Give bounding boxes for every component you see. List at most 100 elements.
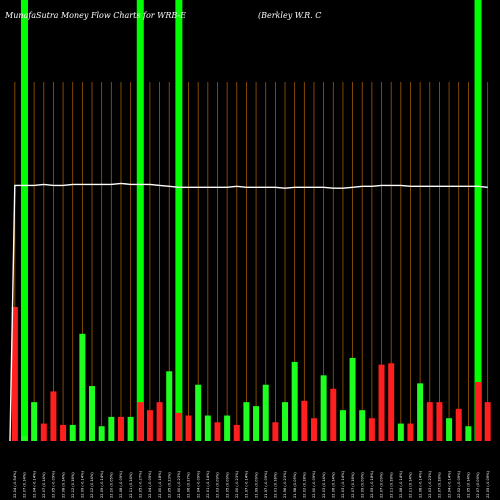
x-tick-label: 22.05 (0.23%) <box>167 472 171 498</box>
highlight-bar <box>20 0 28 441</box>
volume-bar <box>127 416 134 441</box>
x-tick-label: 22.07 (0.14%) <box>23 472 27 498</box>
x-tick-label: 22.03 (0.14%) <box>322 472 326 498</box>
x-tick-label: 22.09 (0.09%) <box>360 472 364 498</box>
x-tick-label: 22.04 (-0.14%) <box>447 470 451 498</box>
volume-bar <box>310 418 317 441</box>
volume-bar <box>69 424 76 441</box>
volume-bar <box>253 406 260 441</box>
x-tick-label: 21.96 (-0.23%) <box>283 470 287 498</box>
volume-bar <box>224 415 231 441</box>
volume-bar <box>426 402 433 441</box>
volume-bar <box>407 423 414 441</box>
volume-bar <box>368 418 375 441</box>
x-tick-label: 22.08 (-0.09%) <box>119 470 123 498</box>
x-tick-label: 22.09 (-0.14%) <box>81 470 85 498</box>
volume-bar <box>214 422 221 441</box>
volume-bar <box>11 307 18 441</box>
x-tick-label: 22.10 (0.05%) <box>110 472 114 498</box>
chart-subtitle: (Berkley W.R. C <box>258 11 321 20</box>
volume-bar <box>465 426 472 441</box>
volume-bar <box>98 426 105 441</box>
price-line-group <box>9 182 488 442</box>
volume-bar <box>50 391 57 441</box>
x-tick-label: 22.11 (0.14%) <box>409 472 413 498</box>
price-line <box>9 182 488 442</box>
x-tick-label: 22.04 (-0.05%) <box>148 470 152 498</box>
x-tick-label: 22.00 (-0.09%) <box>312 470 316 498</box>
volume-bar <box>388 363 395 441</box>
x-tick-label: 22.07 (0.09%) <box>476 472 480 498</box>
volume-bar <box>320 375 327 441</box>
x-tick-label: 22.07 (0.09%) <box>380 472 384 498</box>
volume-bar <box>475 382 482 441</box>
x-tick-label: 22.03 (0.09%) <box>216 472 220 498</box>
x-tick-label: 22.03 (-0.23%) <box>428 470 432 498</box>
x-tick-label: 22.02 (-0.09%) <box>457 470 461 498</box>
volume-bar <box>301 400 308 441</box>
volume-bar <box>330 388 337 441</box>
x-tick-label: 22.03 (-0.14%) <box>341 470 345 498</box>
volume-bar <box>436 402 443 441</box>
x-tick-label: 22.12 (0.14%) <box>90 472 94 498</box>
volume-bar <box>446 418 453 441</box>
x-tick-label: 22.06 (0.27%) <box>187 472 191 498</box>
volume-bar <box>484 402 491 441</box>
x-tick-label: 22.07 (0.18%) <box>351 472 355 498</box>
volume-bar <box>455 408 462 441</box>
x-tick-label: 22.07 (0.18%) <box>438 472 442 498</box>
x-tick-label: 22.11 (0.14%) <box>129 472 133 498</box>
volume-bar <box>31 402 38 441</box>
x-tick-label: 22.00 (-0.18%) <box>158 470 162 498</box>
x-tick-label: 22.04 (-0.09%) <box>196 470 200 498</box>
volume-bar <box>359 410 366 441</box>
highlight-bar <box>474 0 482 441</box>
x-tick-label: 22.08 (0.14%) <box>61 472 65 498</box>
volume-bar <box>378 364 385 441</box>
volume-bar <box>166 371 173 441</box>
volume-bar <box>204 415 211 441</box>
volume-bar <box>262 384 269 441</box>
x-tick-label: 22.08 (-0.14%) <box>418 470 422 498</box>
highlight-bar <box>175 0 183 441</box>
x-tick-label: 22.01 (-0.14%) <box>206 470 210 498</box>
x-tick-label: 21.98 (0.09%) <box>293 472 297 498</box>
x-tick-label: 22.09 (-0.14%) <box>100 470 104 498</box>
volume-bar <box>282 402 289 441</box>
volume-bar <box>40 423 47 441</box>
x-tick-label: 22.01 (0.18%) <box>274 472 278 498</box>
volume-bar <box>339 410 346 441</box>
volume-bar <box>146 410 153 441</box>
volume-bar <box>156 402 163 441</box>
volume-bars <box>11 307 491 441</box>
volume-bar <box>79 333 86 441</box>
x-tick-label: 22.04 (-0.54%) <box>13 470 17 498</box>
volume-bar <box>185 415 192 441</box>
x-tick-label: 22.00 (-0.23%) <box>235 470 239 498</box>
volume-bar <box>291 361 298 441</box>
x-tick-label: 22.02 (0.18%) <box>303 472 307 498</box>
chart-title: MunafaSutra Money Flow Charts for WRB-E <box>4 11 186 20</box>
volume-bar <box>195 384 202 441</box>
volume-bar <box>89 386 96 441</box>
x-tick-label: 22.05 (0.09%) <box>225 472 229 498</box>
x-tick-label: 22.05 (-0.09%) <box>52 470 56 498</box>
x-tick-label: 22.05 (-0.27%) <box>138 470 142 498</box>
x-tick-label: 22.00 (-0.23%) <box>177 470 181 498</box>
volume-bar <box>108 416 115 441</box>
volume-bar <box>21 435 28 441</box>
volume-bar <box>243 402 250 441</box>
x-tick-label: 22.05 (0.14%) <box>467 472 471 498</box>
x-tick-label: 21.99 (0.09%) <box>254 472 258 498</box>
x-tick-label: 22.08 (-0.14%) <box>399 470 403 498</box>
x-tick-label: 21.97 (-0.14%) <box>245 470 249 498</box>
volume-bar <box>349 357 356 441</box>
highlight-columns <box>20 0 482 441</box>
x-tick-label: 21.97 (-0.09%) <box>264 470 268 498</box>
x-tick-labels: 22.04 (-0.54%) 22.07 (0.14%) 22.04 (-0.14%… <box>13 470 490 498</box>
volume-bar <box>117 416 124 441</box>
x-tick-label: 22.05 (-0.09%) <box>486 470 490 498</box>
volume-bar <box>272 422 279 441</box>
volume-bar <box>60 424 67 441</box>
